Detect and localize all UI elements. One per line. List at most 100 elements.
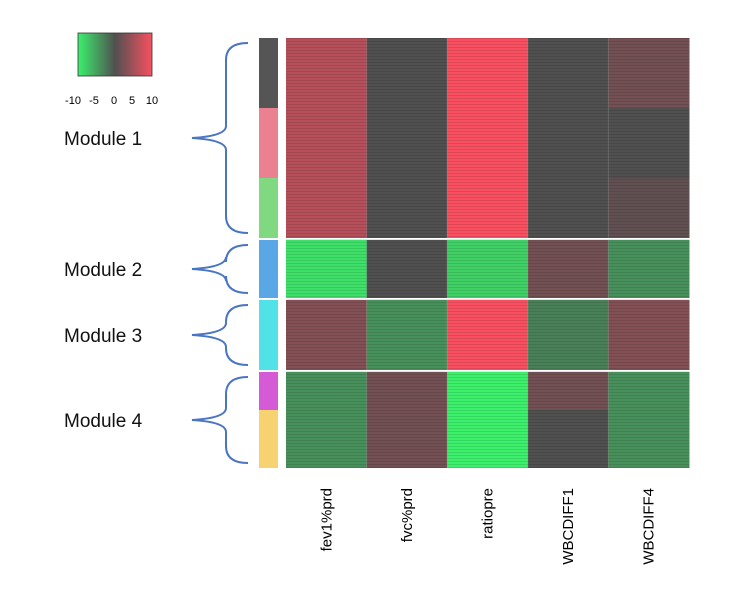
heatmap-row-line bbox=[286, 245, 689, 246]
heatmap-cell bbox=[608, 38, 690, 108]
heatmap-cell bbox=[447, 240, 529, 298]
heatmap-cell bbox=[527, 372, 609, 410]
heatmap-row-line bbox=[286, 431, 689, 432]
heatmap-row-line bbox=[286, 128, 689, 129]
heatmap-row-line bbox=[286, 356, 689, 357]
heatmap-row-line bbox=[286, 428, 689, 429]
heatmap-cell bbox=[447, 372, 529, 410]
heatmap-row-line bbox=[286, 62, 689, 63]
heatmap-cell bbox=[286, 178, 368, 238]
heatmap-row-line bbox=[286, 335, 689, 336]
heatmap-row-line bbox=[286, 458, 689, 459]
module-label: Module 4 bbox=[64, 411, 143, 432]
heatmap-row-line bbox=[286, 65, 689, 66]
heatmap-row-line bbox=[286, 146, 689, 147]
heatmap-row-line bbox=[286, 122, 689, 123]
heatmap-row-line bbox=[286, 416, 689, 417]
column-label: fev1%prd bbox=[318, 488, 335, 551]
heatmap-row-line bbox=[286, 467, 689, 468]
module-color-band bbox=[259, 410, 278, 468]
legend-tick-label: 0 bbox=[111, 95, 117, 107]
heatmap-row-line bbox=[286, 461, 689, 462]
heatmap-row-line bbox=[286, 284, 689, 285]
heatmap-row-line bbox=[286, 383, 689, 384]
legend-tick-label: 10 bbox=[146, 95, 158, 107]
heatmap-row-line bbox=[286, 47, 689, 48]
column-label: fvc%prd bbox=[399, 488, 416, 542]
heatmap-cell bbox=[608, 372, 690, 410]
heatmap-row-line bbox=[286, 155, 689, 156]
heatmap-row-line bbox=[286, 113, 689, 114]
heatmap-cell bbox=[286, 372, 368, 410]
heatmap-row-line bbox=[286, 164, 689, 165]
heatmap-cell bbox=[608, 410, 690, 468]
heatmap-cell bbox=[527, 108, 609, 178]
heatmap-row-line bbox=[286, 176, 689, 177]
heatmap-row-line bbox=[286, 80, 689, 81]
heatmap-row-line bbox=[286, 296, 689, 297]
heatmap-row-line bbox=[286, 452, 689, 453]
heatmap-row-line bbox=[286, 302, 689, 303]
heatmap-row-line bbox=[286, 362, 689, 363]
heatmap-row-line bbox=[286, 236, 689, 237]
column-label: WBCDIFF1 bbox=[560, 488, 577, 565]
heatmap-cell bbox=[286, 38, 368, 108]
heatmap-row-line bbox=[286, 374, 689, 375]
heatmap-row-line bbox=[286, 389, 689, 390]
heatmap-row-line bbox=[286, 173, 689, 174]
heatmap-row-line bbox=[286, 440, 689, 441]
heatmap-cell bbox=[447, 178, 529, 238]
heatmap-cell bbox=[608, 240, 690, 298]
heatmap-row-line bbox=[286, 419, 689, 420]
heatmap-row-line bbox=[286, 329, 689, 330]
legend-tick-label: 5 bbox=[129, 95, 135, 107]
heatmap-row-line bbox=[286, 227, 689, 228]
heatmap-cell bbox=[366, 372, 448, 410]
heatmap-row-line bbox=[286, 152, 689, 153]
heatmap-row-line bbox=[286, 206, 689, 207]
heatmap-row-line bbox=[286, 254, 689, 255]
heatmap-row-line bbox=[286, 398, 689, 399]
heatmap-row-line bbox=[286, 437, 689, 438]
heatmap-cell bbox=[366, 178, 448, 238]
heatmap-cell bbox=[366, 300, 448, 370]
heatmap-cell bbox=[527, 300, 609, 370]
module-bracket bbox=[191, 244, 249, 294]
heatmap-row-line bbox=[286, 278, 689, 279]
heatmap-cell bbox=[447, 108, 529, 178]
heatmap-row-line bbox=[286, 371, 689, 372]
heatmap-row-line bbox=[286, 332, 689, 333]
legend-tick-label: -5 bbox=[89, 95, 99, 107]
heatmap-cell bbox=[608, 178, 690, 238]
heatmap-row-line bbox=[286, 293, 689, 294]
heatmap-row-line bbox=[286, 434, 689, 435]
module-color-band bbox=[259, 372, 278, 410]
module-color-bar bbox=[259, 38, 278, 468]
heatmap-row-line bbox=[286, 260, 689, 261]
heatmap-cell bbox=[286, 108, 368, 178]
column-labels: fev1%prd fvc%prd ratiopre WBCDIFF1 WBCDIFF4 bbox=[318, 488, 657, 565]
heatmap-row-line bbox=[286, 242, 689, 243]
heatmap-row-line bbox=[286, 194, 689, 195]
heatmap-cell bbox=[608, 300, 690, 370]
heatmap-row-line bbox=[286, 281, 689, 282]
heatmap-row-line bbox=[286, 323, 689, 324]
heatmap-row-line bbox=[286, 350, 689, 351]
heatmap-row-line bbox=[286, 188, 689, 189]
heatmap-row-line bbox=[286, 311, 689, 312]
heatmap-row-line bbox=[286, 233, 689, 234]
heatmap-row-line bbox=[286, 197, 689, 198]
module-color-band bbox=[259, 240, 278, 298]
heatmap-cell bbox=[366, 240, 448, 298]
heatmap-row-line bbox=[286, 359, 689, 360]
heatmap-row-line bbox=[286, 218, 689, 219]
heatmap-row-line bbox=[286, 377, 689, 378]
heatmap-row-line bbox=[286, 170, 689, 171]
module-brackets bbox=[191, 42, 249, 464]
heatmap-row-line bbox=[286, 104, 689, 105]
heatmap-cell bbox=[527, 38, 609, 108]
module-color-band bbox=[259, 38, 278, 108]
heatmap-row-line bbox=[286, 443, 689, 444]
